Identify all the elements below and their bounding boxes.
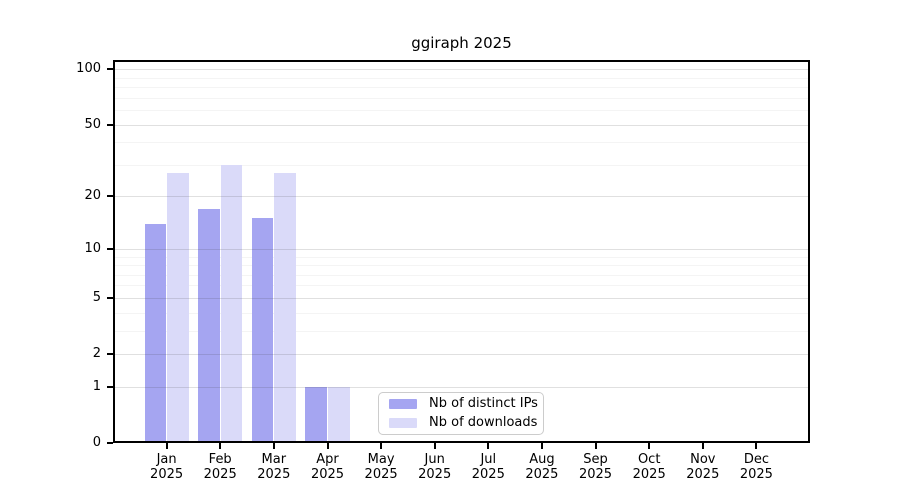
y-tick-label: 20 <box>84 188 101 204</box>
x-tick-mark <box>165 443 168 449</box>
y-gridline-minor <box>113 142 810 144</box>
x-tick-label: Jun 2025 <box>418 452 452 482</box>
y-gridline-minor <box>113 330 810 332</box>
bar[interactable] <box>251 218 274 443</box>
plot-area <box>113 60 810 443</box>
chart-title: ggiraph 2025 <box>411 34 512 52</box>
y-tick-label: 10 <box>84 240 101 256</box>
y-gridline-major <box>113 297 810 299</box>
y-tick-label: 50 <box>84 116 101 132</box>
y-gridline-major <box>113 248 810 250</box>
x-tick-mark <box>487 443 490 449</box>
y-tick-label: 100 <box>76 61 101 77</box>
x-tick-label: Aug 2025 <box>525 452 559 482</box>
y-gridline-minor <box>113 274 810 276</box>
x-tick-mark <box>326 443 329 449</box>
x-tick-label: Jul 2025 <box>471 452 505 482</box>
x-tick-mark <box>272 443 275 449</box>
x-tick-mark <box>594 443 597 449</box>
bar[interactable] <box>327 386 350 443</box>
y-tick-label: 0 <box>92 435 101 450</box>
x-tick-label: Oct 2025 <box>632 452 666 482</box>
bar[interactable] <box>305 386 328 443</box>
y-gridline-major <box>113 386 810 388</box>
y-gridline-minor <box>113 285 810 287</box>
x-tick-label: Dec 2025 <box>739 452 773 482</box>
bar[interactable] <box>220 164 243 443</box>
legend: Nb of distinct IPs Nb of downloads <box>378 392 544 435</box>
x-tick-mark <box>219 443 222 449</box>
x-tick-label: Feb 2025 <box>203 452 237 482</box>
legend-item: Nb of distinct IPs <box>385 396 538 412</box>
y-gridline-minor <box>113 77 810 79</box>
y-gridline-major <box>113 69 810 71</box>
y-tick-label: 1 <box>92 378 101 394</box>
y-tick-mark <box>107 296 113 299</box>
x-tick-mark <box>755 443 758 449</box>
legend-label: Nb of downloads <box>429 415 538 430</box>
bar[interactable] <box>167 173 189 443</box>
y-tick-label: 2 <box>92 346 101 361</box>
y-tick-mark <box>107 353 113 355</box>
x-tick-label: Nov 2025 <box>686 452 720 482</box>
x-tick-mark <box>648 443 651 449</box>
legend-swatch-downloads <box>389 418 417 428</box>
y-gridline-major <box>113 124 810 126</box>
y-tick-mark <box>107 68 113 71</box>
y-gridline-minor <box>113 312 810 314</box>
y-tick-mark <box>107 123 113 126</box>
y-gridline-minor <box>113 256 810 258</box>
x-tick-label: May 2025 <box>364 452 398 482</box>
x-tick-label: Jan 2025 <box>150 452 184 482</box>
x-tick-mark <box>540 443 543 449</box>
bar[interactable] <box>144 223 167 443</box>
bar[interactable] <box>198 208 220 443</box>
y-tick-mark <box>107 195 113 198</box>
y-tick-mark <box>107 385 113 388</box>
y-gridline-minor <box>113 109 810 111</box>
y-tick-label: 5 <box>92 289 101 305</box>
y-gridline-major <box>113 196 810 198</box>
y-tick-mark <box>107 442 113 444</box>
x-tick-label: Mar 2025 <box>257 452 291 482</box>
y-gridline-minor <box>113 164 810 166</box>
legend-item: Nb of downloads <box>385 415 537 431</box>
y-gridline-minor <box>113 97 810 99</box>
x-tick-label: Apr 2025 <box>310 452 345 482</box>
x-tick-mark <box>380 443 383 449</box>
y-gridline-minor <box>113 265 810 266</box>
legend-swatch-distinct-ips <box>389 399 417 409</box>
x-tick-mark <box>433 443 436 449</box>
y-tick-mark <box>107 247 113 250</box>
legend-label: Nb of distinct IPs <box>429 396 538 411</box>
y-gridline-major <box>113 354 810 355</box>
y-gridline-minor <box>113 87 810 88</box>
x-tick-mark <box>701 443 704 449</box>
x-tick-label: Sep 2025 <box>578 452 613 482</box>
bar[interactable] <box>274 173 296 443</box>
